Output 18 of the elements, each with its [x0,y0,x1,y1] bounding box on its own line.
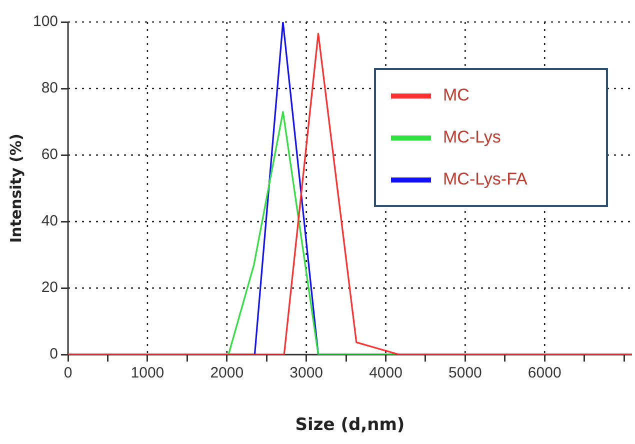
x-tick-label: 4000 [369,364,402,382]
legend-label: MC-Lys-FA [443,170,528,189]
x-axis-title: Size (d,nm) [295,415,405,436]
y-tick-label: 80 [41,80,58,97]
x-tick-label: 6000 [528,364,562,382]
y-axis-title: Intensity (%) [6,134,25,243]
y-tick-label: 0 [50,346,58,363]
x-tick-label: 2000 [210,364,244,382]
x-tick-label: 1000 [130,364,164,382]
x-tick-label: 0 [64,364,72,382]
y-tick-label: 60 [41,146,58,164]
x-tick-label: 5000 [448,364,482,382]
legend-label: MC-Lys [443,128,501,147]
y-tick-label: 20 [41,279,58,296]
y-tick-label: 40 [41,212,58,230]
legend-label: MC [443,86,470,105]
x-tick-label: 3000 [290,364,324,382]
y-tick-label: 100 [32,13,58,30]
